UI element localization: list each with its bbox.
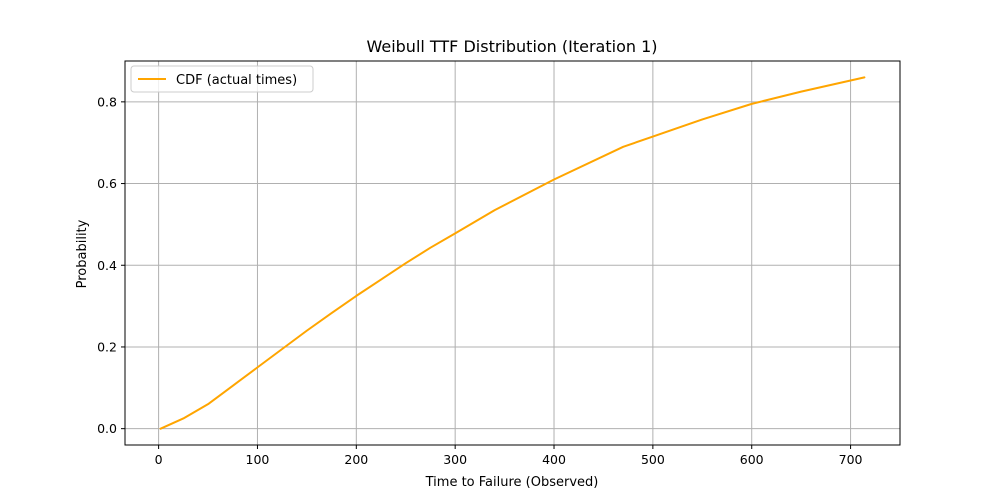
legend-entry-cdf: CDF (actual times) — [176, 73, 297, 88]
x-tick-label: 600 — [740, 452, 764, 467]
y-tick-label: 0.6 — [97, 176, 117, 191]
y-tick-label: 0.0 — [97, 421, 117, 436]
x-tick-label: 500 — [641, 452, 665, 467]
legend-box — [130, 65, 314, 93]
x-tick-label: 100 — [246, 452, 270, 467]
series-line-cdf — [159, 76, 866, 430]
legend: CDF (actual times) — [130, 65, 314, 93]
ticks-layer: 0 100 200 300 400 500 600 700 0.0 0.2 0.4 0.6 0.8 — [97, 94, 862, 467]
x-tick-label: 400 — [542, 452, 566, 467]
y-tick-label: 0.4 — [97, 258, 117, 273]
series-layer — [159, 76, 866, 430]
chart-title: Weibull TTF Distribution (Iteration 1) — [366, 37, 657, 56]
y-tick-label: 0.8 — [97, 94, 117, 109]
x-tick-label: 0 — [155, 452, 163, 467]
x-tick-label: 300 — [443, 452, 467, 467]
y-axis-label: Probability — [75, 219, 90, 288]
x-axis-label: Time to Failure (Observed) — [425, 475, 599, 490]
y-tick-label: 0.2 — [97, 339, 117, 354]
x-tick-label: 200 — [344, 452, 368, 467]
plot-frame — [124, 60, 901, 446]
grid-layer — [125, 61, 900, 445]
x-tick-label: 700 — [839, 452, 863, 467]
